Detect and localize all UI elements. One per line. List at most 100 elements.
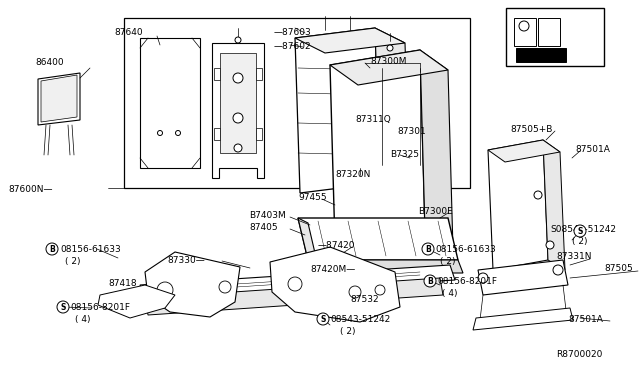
Text: B7325: B7325 — [390, 150, 419, 159]
Text: ( 2): ( 2) — [65, 257, 81, 266]
Text: B: B — [49, 244, 55, 253]
Polygon shape — [288, 260, 463, 273]
Bar — [516, 48, 566, 62]
Bar — [506, 8, 604, 66]
Polygon shape — [330, 50, 448, 85]
Text: 87501A: 87501A — [575, 145, 610, 154]
Polygon shape — [270, 247, 400, 322]
Polygon shape — [295, 28, 380, 193]
Text: S: S — [577, 227, 582, 235]
Polygon shape — [330, 50, 425, 245]
Circle shape — [233, 73, 243, 83]
Bar — [256, 68, 262, 80]
Polygon shape — [488, 140, 548, 270]
Text: 87301: 87301 — [397, 127, 426, 136]
Bar — [220, 53, 256, 153]
Polygon shape — [478, 260, 568, 295]
Polygon shape — [38, 73, 80, 125]
Bar — [214, 68, 220, 80]
Text: 08156-8201F: 08156-8201F — [437, 277, 497, 286]
Polygon shape — [295, 28, 405, 53]
Text: 87505: 87505 — [604, 264, 633, 273]
Circle shape — [553, 265, 563, 275]
Circle shape — [46, 243, 58, 255]
Text: B7300E: B7300E — [418, 207, 452, 216]
Text: B7403M: B7403M — [249, 211, 285, 220]
Circle shape — [157, 131, 163, 135]
Circle shape — [235, 37, 241, 43]
Text: 08156-61633: 08156-61633 — [60, 245, 121, 254]
Text: 87405: 87405 — [249, 223, 278, 232]
Polygon shape — [298, 218, 458, 260]
Text: 87600N—: 87600N— — [8, 185, 52, 194]
Text: S: S — [320, 314, 326, 324]
Circle shape — [175, 131, 180, 135]
Circle shape — [478, 273, 488, 283]
Circle shape — [317, 313, 329, 325]
Polygon shape — [543, 140, 565, 270]
Text: 08156-61633: 08156-61633 — [435, 245, 496, 254]
Text: 87311Q: 87311Q — [355, 115, 391, 124]
Text: 87300M: 87300M — [370, 57, 406, 66]
Circle shape — [219, 281, 231, 293]
Text: B: B — [425, 244, 431, 253]
Circle shape — [424, 275, 436, 287]
Text: 87505+B: 87505+B — [510, 125, 552, 134]
Text: 87501A: 87501A — [568, 315, 603, 324]
Text: 08156-8201F: 08156-8201F — [70, 303, 130, 312]
Circle shape — [233, 113, 243, 123]
Polygon shape — [98, 285, 175, 318]
Text: 86400: 86400 — [35, 58, 63, 67]
Text: ( 2): ( 2) — [340, 327, 355, 336]
Bar — [514, 18, 536, 46]
Circle shape — [157, 282, 173, 298]
Bar — [214, 128, 220, 140]
Text: 87330—: 87330— — [167, 256, 205, 265]
Circle shape — [234, 144, 242, 152]
Circle shape — [546, 241, 554, 249]
Text: S08543-51242: S08543-51242 — [550, 225, 616, 234]
Polygon shape — [212, 43, 264, 178]
Text: 87420M—: 87420M— — [310, 265, 355, 274]
Polygon shape — [473, 308, 573, 330]
Circle shape — [387, 45, 393, 51]
Text: 97455: 97455 — [298, 193, 326, 202]
Text: 87640: 87640 — [114, 28, 143, 37]
Polygon shape — [145, 278, 443, 315]
Text: B: B — [427, 276, 433, 285]
Polygon shape — [375, 28, 410, 198]
Bar — [140, 38, 200, 168]
Text: —87420: —87420 — [318, 241, 355, 250]
Text: ( 4): ( 4) — [75, 315, 90, 324]
Bar — [256, 128, 262, 140]
Text: ( 2): ( 2) — [572, 237, 588, 246]
Polygon shape — [298, 218, 318, 266]
Circle shape — [288, 277, 302, 291]
Polygon shape — [488, 140, 560, 162]
Polygon shape — [41, 75, 77, 122]
Circle shape — [375, 285, 385, 295]
Text: ( 2): ( 2) — [440, 257, 456, 266]
Polygon shape — [145, 252, 240, 317]
Text: 87331N: 87331N — [556, 252, 591, 261]
Text: —87603: —87603 — [274, 28, 312, 37]
Text: 87320N: 87320N — [335, 170, 371, 179]
Text: 87532: 87532 — [350, 295, 379, 304]
Text: S: S — [60, 302, 66, 311]
Text: ( 4): ( 4) — [442, 289, 458, 298]
Circle shape — [422, 243, 434, 255]
Circle shape — [534, 191, 542, 199]
Text: —87602: —87602 — [274, 42, 312, 51]
Text: 87418: 87418 — [108, 279, 136, 288]
Polygon shape — [420, 50, 453, 250]
Circle shape — [349, 286, 361, 298]
Circle shape — [519, 21, 529, 31]
Bar — [124, 18, 470, 188]
Text: R8700020: R8700020 — [556, 350, 602, 359]
Circle shape — [57, 301, 69, 313]
Polygon shape — [140, 265, 455, 298]
Text: 87506: 87506 — [560, 40, 589, 49]
Bar — [538, 18, 560, 46]
Circle shape — [574, 225, 586, 237]
Text: 08543-51242: 08543-51242 — [330, 315, 390, 324]
